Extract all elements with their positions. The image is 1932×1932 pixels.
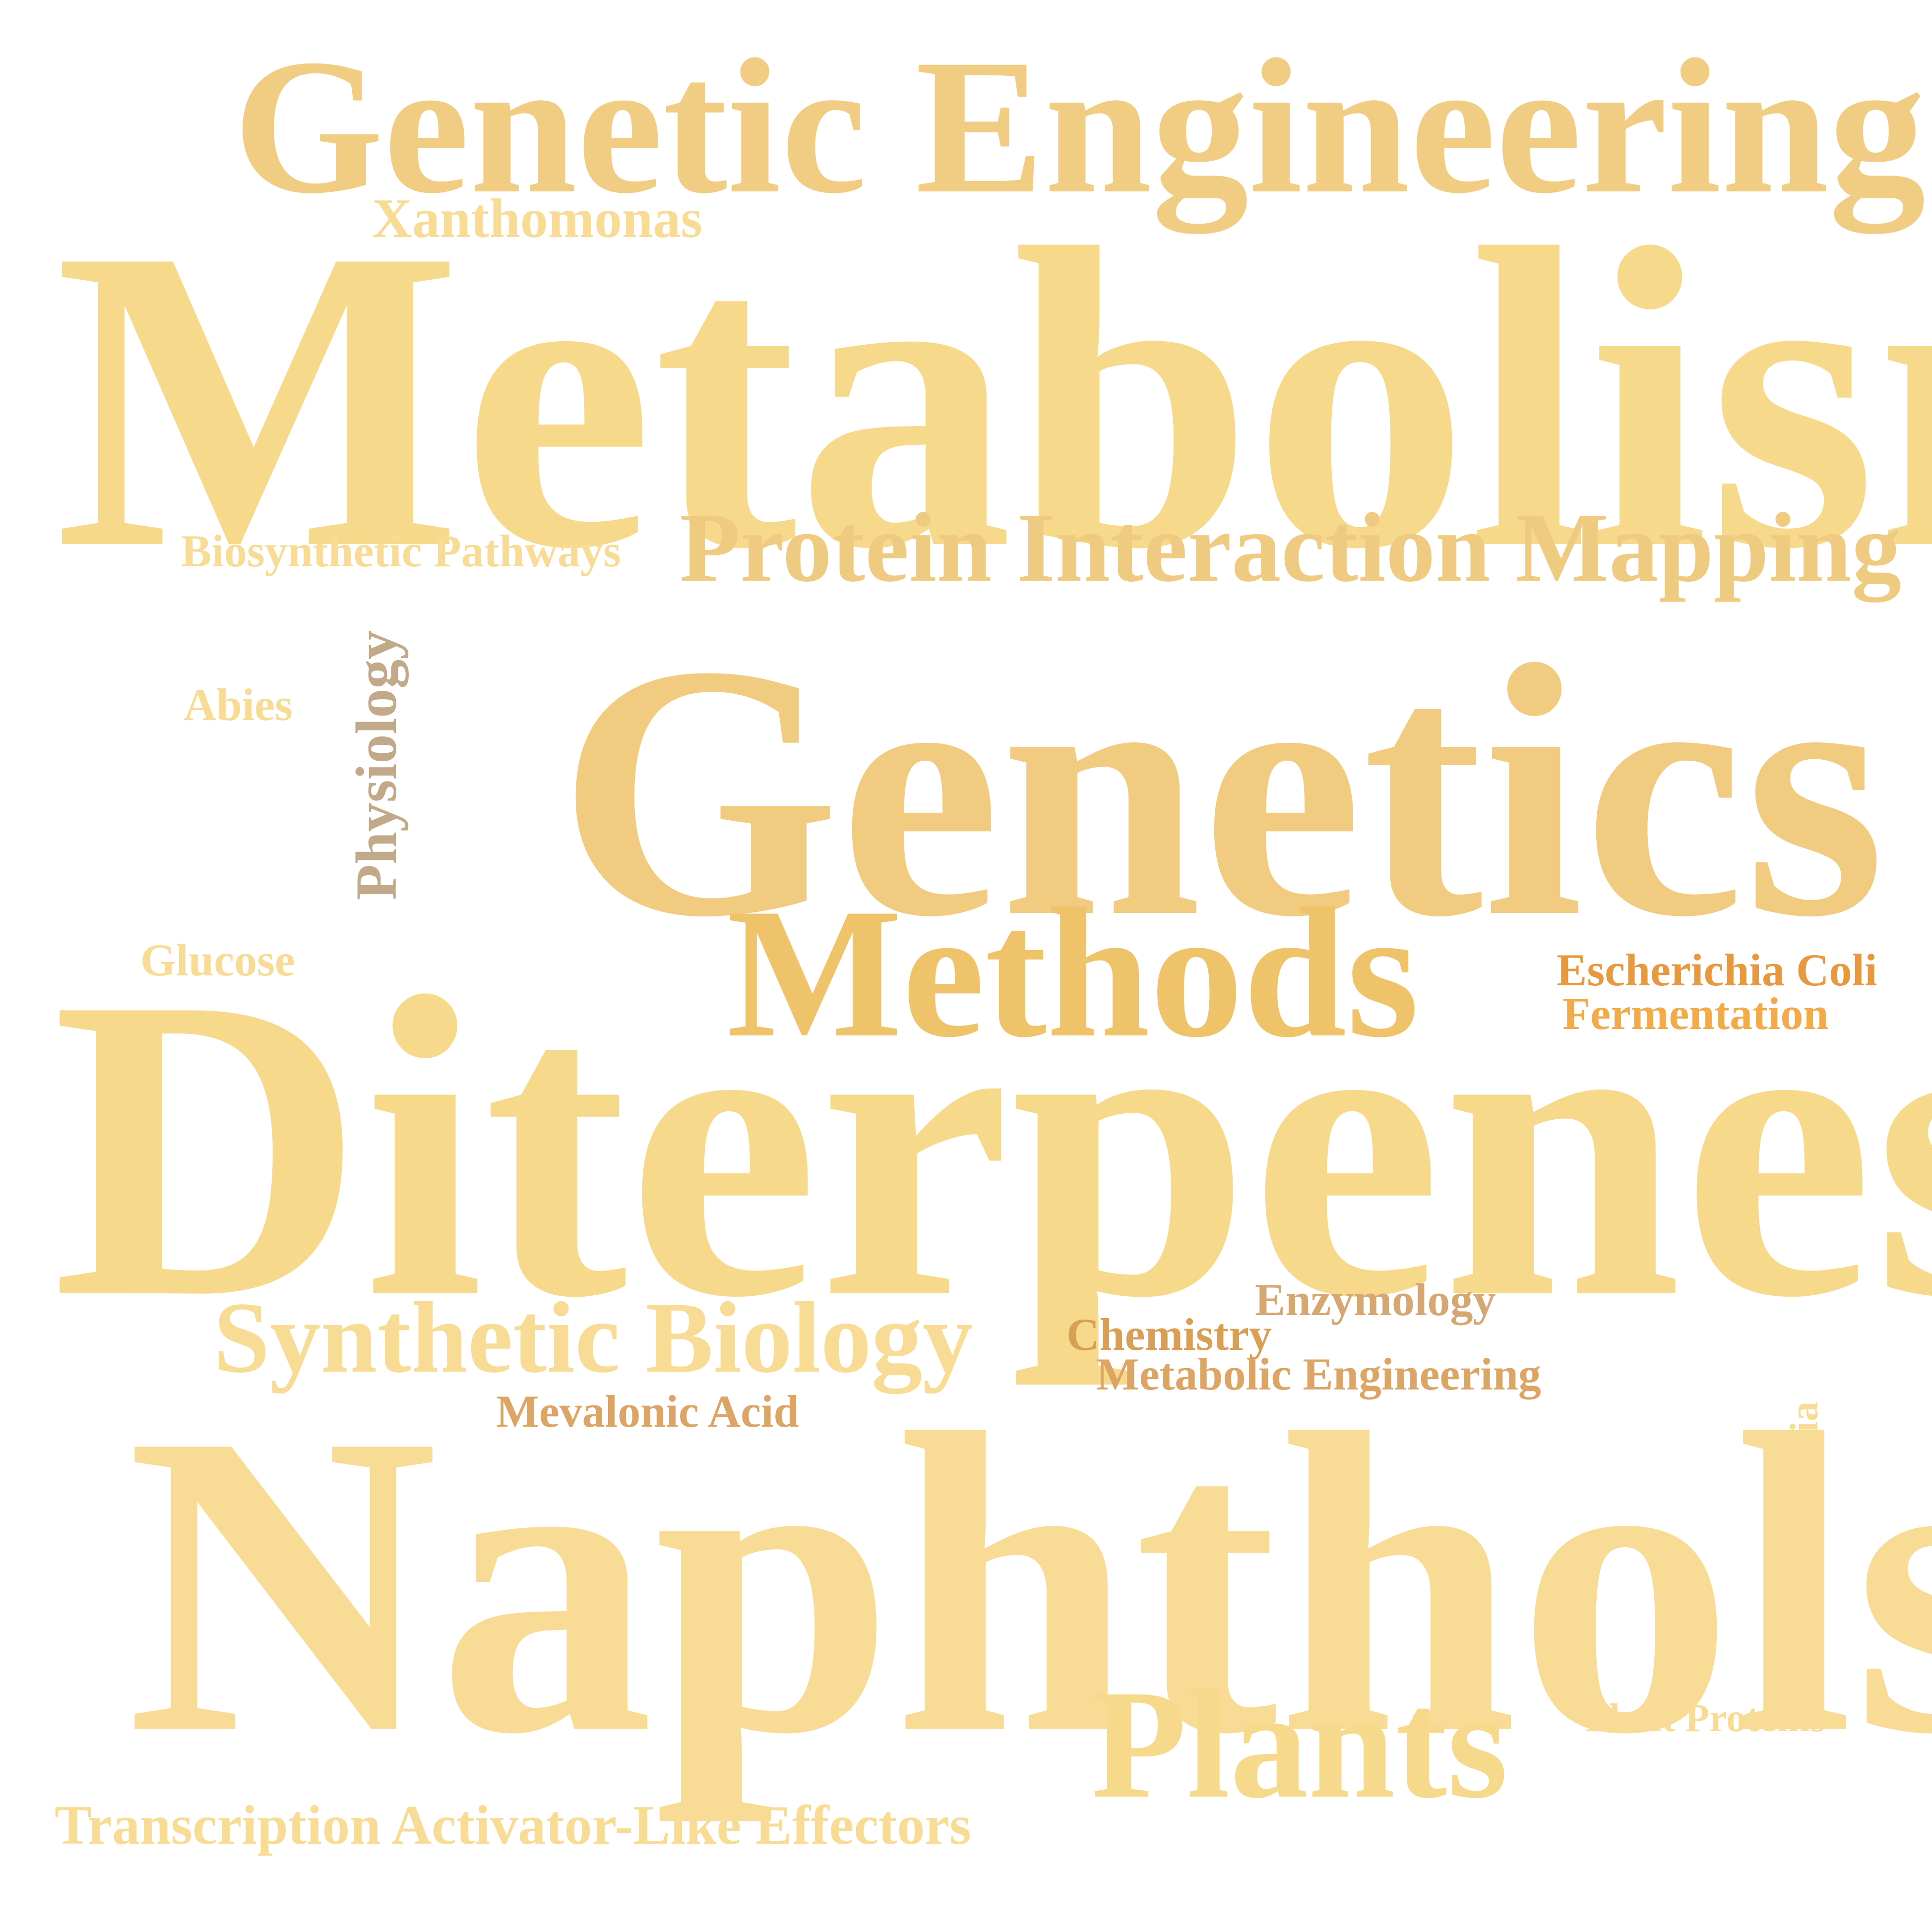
- word-mevalonic-acid: Mevalonic Acid: [496, 1386, 799, 1437]
- word-biosynthetic-pathways: Biosynthetic Pathways: [181, 526, 621, 576]
- word-metabolism: Metabolism: [55, 160, 1932, 638]
- word-genetic-engineering: Genetic Engineering: [233, 19, 1926, 234]
- word-escherichia-coli: Escherichia Coli: [1557, 945, 1877, 995]
- word-glucose: Glucose: [140, 935, 295, 985]
- word-fermentation: Fermentation: [1562, 988, 1829, 1039]
- word-diterpenes: Diterpenes: [52, 909, 1932, 1387]
- word-metabolic-engineering: Metabolic Engineering: [1096, 1349, 1541, 1399]
- word-synthetic-biology: Synthetic Biology: [213, 1281, 973, 1394]
- word-plant-proteins: Plant Proteins: [1585, 1696, 1826, 1740]
- word-chemistry: Chemistry: [1066, 1309, 1272, 1360]
- word-naphthols: Naphthols: [126, 1345, 1932, 1823]
- word-methods: Methods: [727, 870, 1419, 1076]
- word-enzymology: Enzymology: [1255, 1274, 1496, 1325]
- word-protein-interaction-mapping: Protein Interaction Mapping: [680, 493, 1901, 603]
- word-plants: Plants: [1091, 1658, 1508, 1831]
- word-xanthomonas: Xanthomonas: [372, 188, 702, 249]
- word-physiology: Physiology: [344, 630, 409, 900]
- word-genetics: Genetics: [558, 590, 1885, 991]
- word-transcription-activator-like-effectors: Transcription Activator-Like Effectors: [55, 1795, 971, 1856]
- word-abies: Abies: [184, 679, 293, 730]
